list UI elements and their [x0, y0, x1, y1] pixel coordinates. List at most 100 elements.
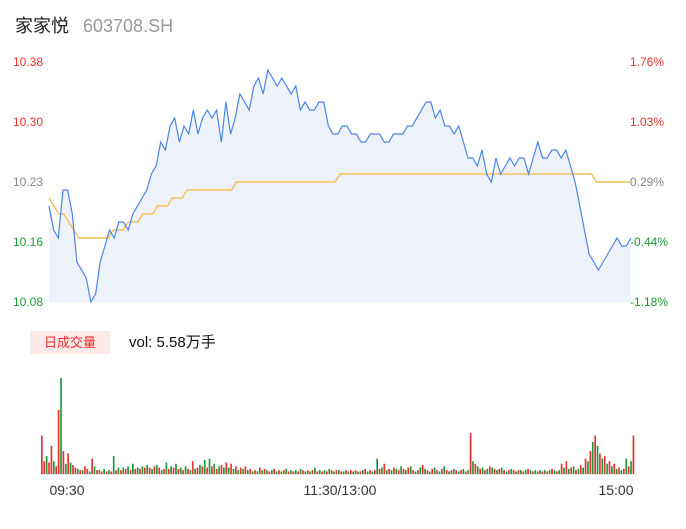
volume-bar [328, 468, 331, 474]
volume-bar [227, 467, 230, 474]
volume-bar [474, 463, 477, 474]
volume-bar [225, 462, 228, 474]
volume-bar [606, 463, 608, 474]
time-label-close: 15:00 [598, 482, 633, 498]
volume-bar [122, 467, 125, 474]
volume-bar [199, 465, 201, 474]
average-price-line [48, 173, 631, 239]
volume-bar [369, 470, 371, 474]
volume-bar [498, 468, 501, 474]
volume-bar [246, 470, 249, 474]
volume-bar [534, 470, 537, 474]
volume-bar [158, 467, 161, 474]
volume-bar [302, 470, 304, 474]
volume-bar [532, 471, 534, 474]
volume-bar [452, 468, 455, 474]
volume-bar [395, 468, 398, 474]
volume-bar [266, 470, 268, 474]
volume-bar [203, 459, 206, 474]
volume-bar [64, 463, 67, 474]
volume-bar [412, 470, 414, 474]
volume-bar [414, 471, 417, 474]
volume-bar [306, 470, 309, 474]
volume-bar [553, 470, 556, 474]
percent-tick-label: 1.76% [630, 55, 664, 69]
volume-bar [139, 468, 141, 474]
volume-bar [167, 468, 170, 474]
volume-bar [599, 453, 601, 474]
volume-bar [268, 471, 271, 474]
volume-bar [270, 470, 273, 474]
volume-bar [201, 466, 204, 474]
volume-bar [220, 465, 223, 474]
volume-bar [589, 450, 592, 474]
volume-bar [383, 463, 386, 474]
volume-bar [443, 466, 446, 474]
time-label-midday: 11:30/13:00 [304, 482, 377, 498]
volume-bar [321, 471, 323, 474]
volume-bar [323, 470, 326, 474]
volume-bar [517, 470, 520, 474]
volume-bar [440, 468, 443, 474]
volume-label: 日成交量 [44, 335, 96, 350]
volume-bar [88, 471, 91, 474]
volume-bar [565, 461, 568, 474]
volume-bar [342, 471, 345, 474]
volume-bar [148, 467, 151, 474]
volume-bar [364, 468, 367, 474]
volume-bar [237, 470, 240, 474]
volume-bar [326, 471, 328, 474]
volume-bar [426, 470, 429, 474]
volume-bar [50, 445, 53, 474]
volume-bar [436, 470, 438, 474]
volume-bar [57, 410, 60, 474]
volume-bar [340, 471, 343, 474]
volume-bar [460, 470, 462, 474]
volume-bar [484, 470, 486, 474]
volume-bar [349, 470, 352, 474]
volume-bar [448, 471, 450, 474]
volume-bar [43, 461, 46, 474]
volume-bar [488, 466, 491, 474]
volume-bar [299, 468, 302, 474]
volume-bar [352, 471, 355, 474]
volume-bar [182, 470, 184, 474]
volume-bar [429, 471, 431, 474]
volume-bar [103, 468, 105, 474]
volume-bar [290, 470, 292, 474]
volume-bar [579, 465, 582, 474]
volume-bar [611, 466, 613, 474]
volume-bar [541, 471, 544, 474]
volume-bar [256, 471, 259, 474]
volume-bar [91, 458, 93, 474]
time-label-open: 09:30 [49, 482, 84, 498]
volume-bar [232, 468, 235, 474]
volume-bar [151, 468, 153, 474]
percent-tick-label: -1.18% [630, 295, 668, 309]
price-tick-label: 10.08 [13, 295, 43, 309]
volume-bar [572, 466, 575, 474]
volume-bar [249, 468, 252, 474]
volume-bar [79, 470, 81, 474]
volume-bar [520, 470, 522, 474]
volume-bar [512, 470, 515, 474]
price-area-fill [49, 70, 631, 302]
volume-bar [438, 471, 441, 474]
volume-bar [424, 468, 426, 474]
volume-bar [405, 470, 407, 474]
volume-bar [587, 461, 589, 474]
volume-bar [632, 435, 635, 474]
volume-bar [81, 470, 84, 474]
percent-tick-label: 0.29% [630, 175, 664, 189]
volume-bar [345, 470, 347, 474]
volume-bar [539, 470, 541, 474]
volume-bar [93, 466, 96, 474]
volume-bar [560, 463, 563, 474]
volume-bar [242, 468, 244, 474]
volume-bar [41, 435, 43, 474]
volume-bar [402, 468, 405, 474]
volume-bar [235, 466, 237, 474]
volume-bar [311, 470, 314, 474]
volume-bar [100, 471, 103, 474]
